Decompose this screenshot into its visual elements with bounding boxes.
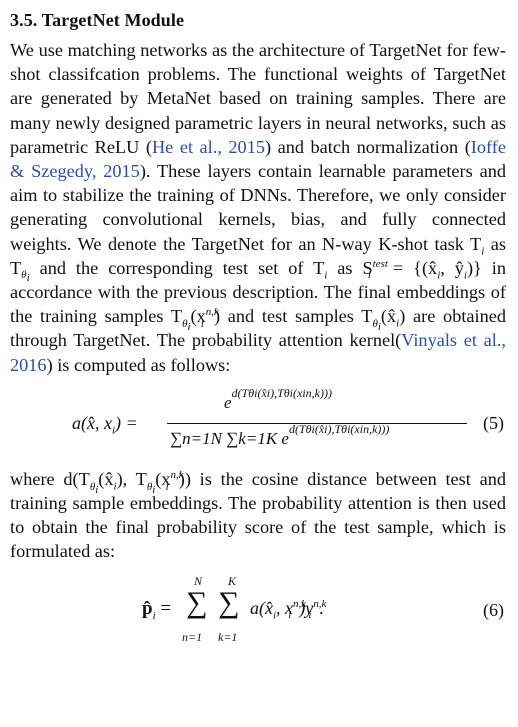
citation-ioffe-szegedy-2015[interactable]: Ioffe & Szegedy, 2015 [10,136,506,182]
section-heading: 3.5. TargetNet Module [10,10,185,30]
para1-text-e: and the corresponding test set of T [29,257,325,278]
para1-text-i: )} in accordance with the previous descr… [10,257,506,327]
para2-text-d: (x [155,468,171,489]
eq6-sum-n-top: N [194,573,203,588]
citation-he-2015[interactable]: He et al., 2015 [151,136,265,157]
eq6-sum-k-bottom: k=1 [218,629,238,644]
para2-text-b: (x̂ [98,468,114,489]
para1-text-a: We use matching networks as the architec… [10,40,506,157]
eq6-sum-k-symbol: ∑ [218,585,240,619]
para1-text-n: ) is computed as follows: [46,354,231,375]
eq6-sum-n-bottom: n=1 [182,629,203,644]
eq5-denominator: ∑n=1N ∑k=1K ed(Tθi(x̂i),Tθi(xin,k))) [170,422,390,448]
eq5-lhs: a(x̂, xi) = [72,412,138,437]
para2-text-a: where d(T [10,468,90,489]
eq5-number: (5) [483,412,504,433]
para2-text-c: ), T [116,468,147,489]
para1-text-h: , ŷ [440,257,464,278]
eq5-fraction-bar [167,422,467,424]
eq6-sum-n-symbol: ∑ [186,585,208,619]
eq6-lhs: p̂i = [142,597,172,622]
para1-text-j: (x [190,306,206,327]
para1-text-d: as T [10,233,506,278]
equation-6: p̂i = N K ∑ ∑ n=1 k=1 a(x̂i, xn,ki)yn,ki… [10,574,506,652]
para1-text-m: ) are obtained through TargetNet. The pr… [10,306,507,351]
paragraph-cosine-distance: where d(Tθi(x̂i), Tθi(xn,ki)) is the cos… [10,468,506,562]
eq6-sum-k-top: K [228,573,237,588]
paper-page: 3.5. TargetNet Module We use matching ne… [10,8,506,652]
para1-text-g: = {(x̂ [382,257,438,278]
eq5-numerator: ed(Tθi(x̂i),Tθi(xin,k))) [224,386,332,412]
para1-text-f: as S [327,257,373,278]
para1-text-b: ) and batch normalization ( [264,136,471,157]
para1-text-l: (x̂ [380,306,397,327]
para2-text-e: )) is the cosine distance between test a… [10,468,506,562]
equation-5: a(x̂, xi) = ed(Tθi(x̂i),Tθi(xin,k))) ∑n=… [10,387,506,467]
para1-text-k: ) and test samples T [213,306,373,327]
para1-text-c: ). These layers contain learnable parame… [10,161,506,254]
paragraph-targetnet-intro: We use matching networks as the architec… [10,40,507,375]
eq6-number: (6) [483,599,504,620]
eq6-body: a(x̂i, xn,ki)yn,ki. [250,597,327,622]
citation-vinyals-2016[interactable]: Vinyals et al., 2016 [10,330,506,375]
